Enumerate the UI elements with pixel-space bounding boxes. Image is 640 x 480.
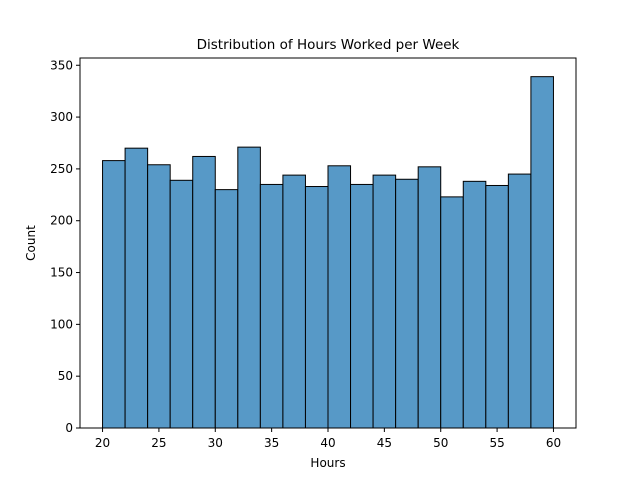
y-tick-label: 300 (50, 110, 73, 124)
histogram-bar (147, 164, 171, 429)
y-axis-label: Count (24, 225, 38, 261)
histogram-bar (372, 174, 397, 429)
y-tick-label: 0 (65, 421, 73, 435)
y-axis-ticks: 0 50 100 150 200 250 300 350 (50, 58, 80, 435)
histogram-bar (395, 178, 419, 429)
histogram-bar (102, 160, 126, 429)
y-tick-label: 50 (58, 369, 73, 383)
y-tick-label: 200 (50, 214, 73, 228)
histogram-bar (530, 76, 554, 429)
chart-title: Distribution of Hours Worked per Week (197, 37, 460, 53)
x-tick-label: 40 (320, 436, 335, 450)
x-tick-label: 30 (208, 436, 223, 450)
y-tick-label: 350 (50, 58, 73, 72)
histogram-bar (462, 180, 487, 429)
histogram-bar (417, 166, 442, 429)
histogram-bar (192, 155, 216, 429)
x-tick-label: 60 (546, 436, 561, 450)
histogram-bar (169, 179, 194, 429)
histogram-bar (124, 147, 149, 429)
bars-group (102, 76, 554, 429)
x-axis-ticks: 20 25 30 35 40 45 50 55 60 (95, 428, 561, 450)
y-tick-label: 100 (50, 317, 73, 331)
x-tick-label: 20 (95, 436, 110, 450)
histogram-bar (485, 184, 509, 429)
histogram-bar (282, 174, 306, 429)
histogram-bar (507, 173, 532, 429)
histogram-bar (214, 189, 239, 429)
x-tick-label: 50 (433, 436, 448, 450)
x-tick-label: 25 (151, 436, 166, 450)
y-tick-label: 250 (50, 162, 73, 176)
histogram-bar (350, 183, 374, 429)
histogram-bar (259, 183, 284, 429)
x-axis-label: Hours (310, 456, 345, 470)
x-tick-label: 55 (489, 436, 504, 450)
histogram-bar (327, 165, 352, 429)
histogram-bar (304, 186, 329, 429)
plot-frame (79, 57, 577, 429)
y-tick-label: 150 (50, 266, 73, 280)
histogram-bar (237, 146, 261, 429)
histogram-bar (440, 196, 464, 429)
x-tick-label: 35 (264, 436, 279, 450)
x-tick-label: 45 (377, 436, 392, 450)
